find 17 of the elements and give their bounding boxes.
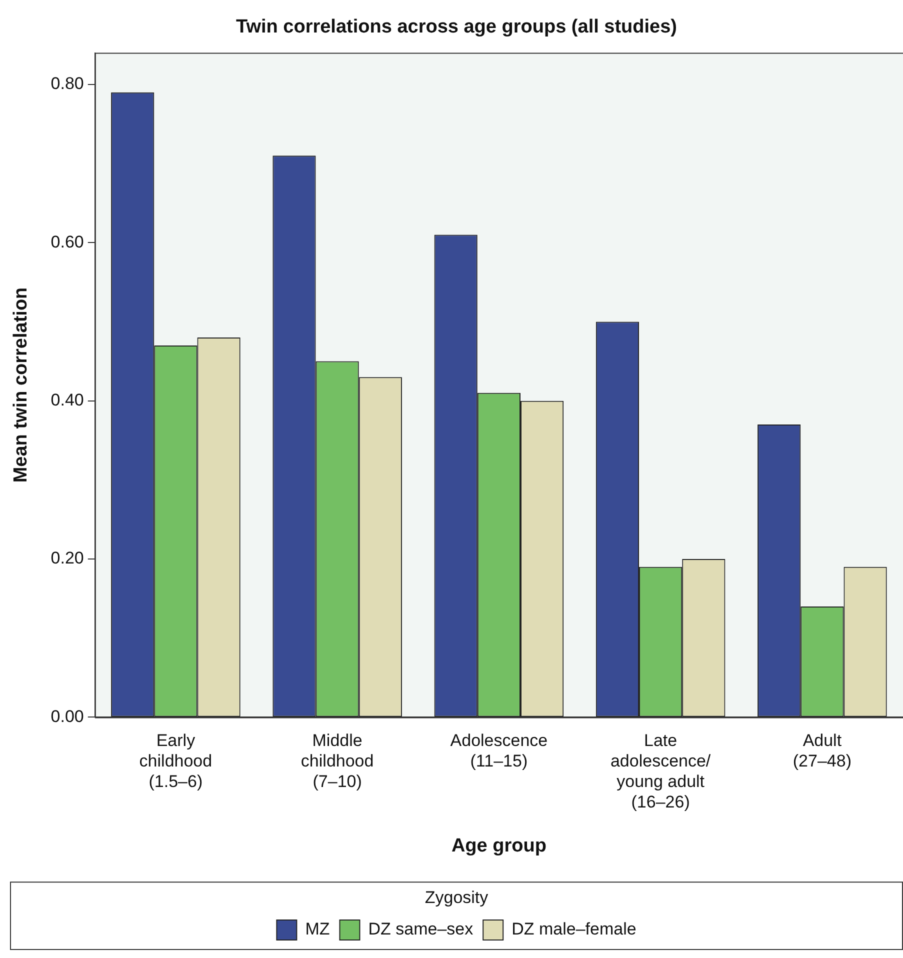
- legend-title: Zygosity: [424, 888, 489, 907]
- y-tick-label: 0.80: [50, 74, 84, 94]
- x-tick-label: Adult (27–48): [792, 731, 852, 770]
- legend-label: DZ same–sex: [368, 920, 474, 939]
- y-tick-label: 0.00: [50, 706, 84, 726]
- chart-title: Twin correlations across age groups (all studies): [236, 16, 677, 38]
- x-tick-label: Middle childhood (7–10): [300, 731, 374, 791]
- y-axis-title: Mean twin correlation: [10, 287, 32, 483]
- y-tick-label: 0.20: [50, 548, 84, 568]
- x-tick-label: Late adolescence/ young adult (16–26): [610, 731, 711, 812]
- y-tick-label: 0.60: [50, 232, 84, 252]
- x-axis-title: Age group: [451, 835, 546, 856]
- x-tick-label: Adolescence (11–15): [450, 731, 548, 770]
- legend-label: DZ male–female: [512, 920, 636, 939]
- legend-label: MZ: [305, 920, 330, 939]
- y-tick-label: 0.40: [50, 390, 84, 410]
- x-tick-label: Early childhood (1.5–6): [139, 731, 212, 791]
